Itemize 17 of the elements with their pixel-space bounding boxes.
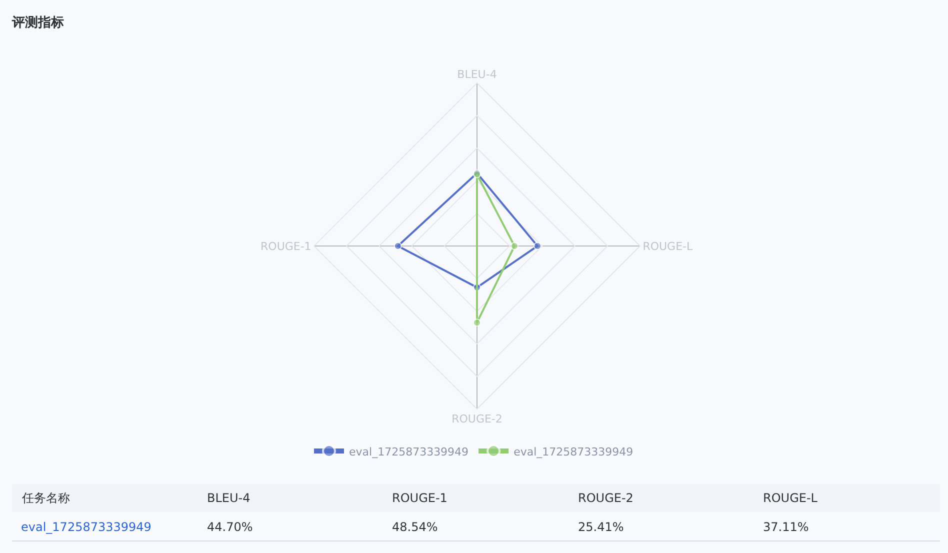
text: 25.41% xyxy=(578,520,624,534)
text: 44.70% xyxy=(207,520,253,534)
text: 任务名称 xyxy=(21,491,70,505)
text: ROUGE-2 xyxy=(578,491,634,505)
text: ROUGE-L xyxy=(763,491,818,505)
legend-label: eval_1725873339949 xyxy=(514,445,634,458)
text: 48.54% xyxy=(392,520,438,534)
legend-label: eval_1725873339949 xyxy=(349,445,469,458)
text: eval_1725873339949 xyxy=(21,520,152,534)
spoke-label: BLEU-4 xyxy=(457,68,497,82)
text: 评测指标 xyxy=(11,16,64,31)
spoke-label: ROUGE-2 xyxy=(452,412,502,426)
text: BLEU-4 xyxy=(207,491,250,505)
spoke-label: ROUGE-L xyxy=(642,240,694,253)
text: ROUGE-1 xyxy=(392,491,448,505)
spoke-label: ROUGE-1 xyxy=(260,240,312,253)
text: 37.11% xyxy=(763,520,809,534)
